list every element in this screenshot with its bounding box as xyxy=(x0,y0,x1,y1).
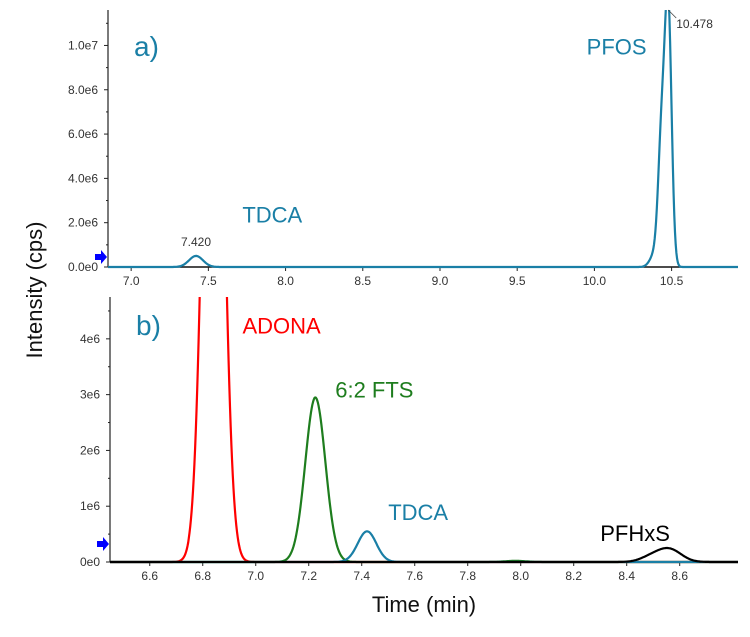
threshold-marker-icon xyxy=(95,250,107,264)
x-tick-label: 8.0 xyxy=(512,569,529,583)
x-tick-label: 7.4 xyxy=(353,569,370,583)
compound-label-6-2-fts: 6:2 FTS xyxy=(335,377,413,402)
x-tick-label: 7.5 xyxy=(200,274,217,288)
x-tick-label: 8.6 xyxy=(671,569,688,583)
x-tick-label: 7.6 xyxy=(406,569,423,583)
y-tick-label: 1.0e7 xyxy=(68,38,98,52)
x-tick-label: 8.0 xyxy=(277,274,294,288)
peak-leader-line xyxy=(667,9,677,19)
x-tick-label: 10.0 xyxy=(583,274,607,288)
panel-a: 0.0e0 2.0e6 4.0e6 6.0e6 8.0e6 1.0e7 7.0 7.5 8.0 8… xyxy=(68,9,738,288)
trace-pfhxs xyxy=(110,546,738,564)
compound-label-pfos: PFOS xyxy=(587,34,647,59)
peak-rt-label: 7.420 xyxy=(181,235,211,249)
y-tick-label: 4.0e6 xyxy=(68,171,98,185)
x-tick-label: 9.5 xyxy=(509,274,526,288)
x-tick-label: 8.2 xyxy=(565,569,582,583)
y-tick-label: 0.0e0 xyxy=(68,260,98,274)
compound-label-tdca: TDCA xyxy=(242,203,302,228)
y-tick-label: 1e6 xyxy=(80,499,100,513)
x-tick-label: 6.8 xyxy=(194,569,211,583)
x-tick-label: 7.0 xyxy=(247,569,264,583)
x-axis-title: Time (min) xyxy=(372,592,476,617)
y-tick-label: 0e0 xyxy=(80,555,100,569)
x-tick-label: 8.5 xyxy=(354,274,371,288)
y-tick-label: 6.0e6 xyxy=(68,127,98,141)
y-axis-title: Intensity (cps) xyxy=(22,222,47,359)
peak-rt-label: 10.478 xyxy=(676,17,713,31)
panel-label: b) xyxy=(136,310,161,341)
panel-label: a) xyxy=(134,31,159,62)
y-tick-label: 8.0e6 xyxy=(68,83,98,97)
y-tick-label: 2e6 xyxy=(80,443,100,457)
x-tick-label: 6.6 xyxy=(141,569,158,583)
compound-label-pfhxs: PFHxS xyxy=(600,521,670,546)
x-tick-label: 8.4 xyxy=(618,569,635,583)
y-tick-label: 2.0e6 xyxy=(68,216,98,230)
trace-tic xyxy=(108,10,738,269)
x-tick-label: 9.0 xyxy=(432,274,449,288)
y-tick-label: 3e6 xyxy=(80,388,100,402)
panel-b: 0e0 1e6 2e6 3e6 4e6 6.6 6.8 7.0 7.2 7.4 7.6 7.8 8.0 8… xyxy=(80,297,738,583)
x-tick-label: 7.2 xyxy=(300,569,317,583)
x-tick-label: 7.8 xyxy=(459,569,476,583)
x-tick-label: 7.0 xyxy=(123,274,140,288)
compound-label-tdca: TDCA xyxy=(388,500,448,525)
y-tick-label: 4e6 xyxy=(80,332,100,346)
threshold-marker-icon xyxy=(97,537,109,551)
compound-label-adona: ADONA xyxy=(242,313,321,338)
x-tick-label: 10.5 xyxy=(660,274,684,288)
